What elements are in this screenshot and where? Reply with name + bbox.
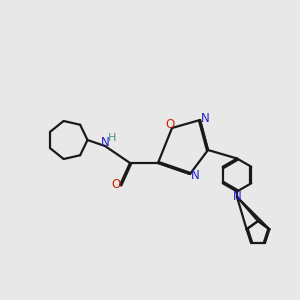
Text: N: N xyxy=(101,136,110,149)
Text: N: N xyxy=(191,169,200,182)
Text: N: N xyxy=(201,112,209,125)
Text: O: O xyxy=(165,118,175,131)
Text: H: H xyxy=(107,133,116,142)
Text: O: O xyxy=(112,178,121,191)
Text: N: N xyxy=(232,190,242,203)
